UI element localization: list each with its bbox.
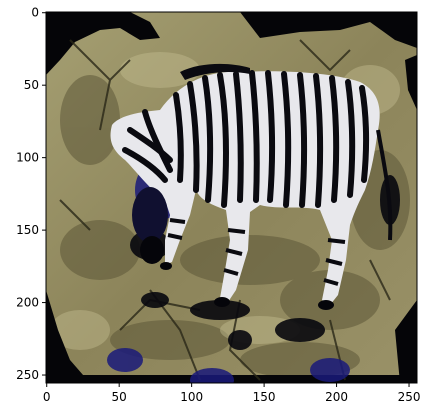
zebra-photo (46, 12, 417, 383)
branches (59, 39, 391, 381)
zebra-muzzle (140, 236, 164, 264)
y-tick-label: 50 (24, 78, 39, 92)
zebra-mane (180, 63, 250, 80)
x-tick-label: 250 (398, 390, 421, 404)
x-tick-label: 150 (253, 390, 276, 404)
y-tick-label: 150 (16, 223, 39, 237)
zebra-leg-stripes (167, 218, 346, 286)
x-tick-label: 100 (180, 390, 203, 404)
y-tick-label: 250 (16, 368, 39, 382)
axes-frame (45, 11, 418, 384)
zebra (110, 63, 393, 310)
y-tick-label: 100 (16, 151, 39, 165)
zebra-head (132, 187, 168, 243)
zebra-hooves (160, 262, 334, 310)
y-axis: 0 50 100 150 200 250 (16, 6, 46, 382)
y-tick-label: 200 (16, 296, 39, 310)
y-tick-label: 0 (31, 6, 39, 20)
x-axis: 0 50 100 150 200 250 (43, 383, 421, 404)
x-tick-label: 200 (325, 390, 348, 404)
zebra-stripes (122, 70, 370, 208)
zebra-tail (376, 129, 393, 241)
x-tick-label: 50 (112, 390, 127, 404)
x-tick-label: 0 (43, 390, 51, 404)
